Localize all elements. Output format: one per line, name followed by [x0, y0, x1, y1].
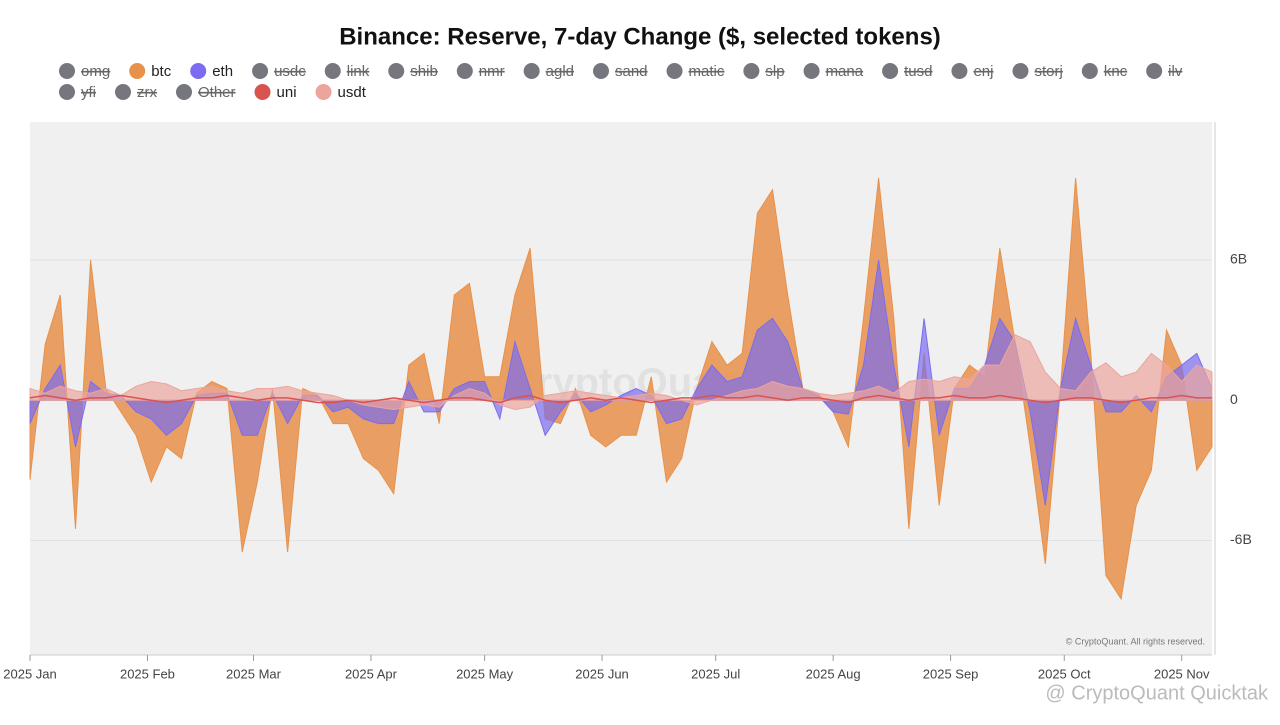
legend-marker	[59, 84, 75, 100]
legend-label: ilv	[1168, 63, 1183, 80]
x-tick-label: 2025 Mar	[226, 666, 282, 681]
legend-item[interactable]: tusd	[882, 63, 933, 80]
legend-item[interactable]: btc	[129, 63, 172, 80]
legend-marker	[743, 63, 760, 79]
axis-layer: -6B 0 6B 2025 Jan 2025 Feb 2025 Mar 2025 Apr 20…	[3, 122, 1252, 681]
legend-label: sand	[615, 63, 648, 80]
legend-label: usdt	[338, 84, 367, 101]
legend-label: agld	[546, 63, 574, 80]
y-tick-label: 6B	[1230, 251, 1247, 267]
y-tick-label: 0	[1230, 391, 1238, 407]
series-area	[29, 334, 1213, 411]
legend-label: shib	[410, 63, 438, 80]
legend-item[interactable]: mana	[803, 63, 864, 80]
legend-label: uni	[277, 84, 297, 101]
legend-label: enj	[973, 63, 993, 80]
legend-label: yfi	[81, 84, 96, 101]
legend-marker	[593, 63, 609, 79]
legend-item[interactable]: link	[324, 63, 370, 80]
legend-marker	[666, 63, 683, 79]
legend-marker	[1012, 63, 1029, 79]
footer: @ CryptoQuant Quicktak	[1045, 682, 1269, 704]
legend-item[interactable]: storj	[1012, 63, 1063, 80]
x-tick-label: 2025 Jul	[691, 666, 740, 681]
legend-label: slp	[765, 63, 784, 80]
x-tick-label: 2025 Sep	[923, 666, 979, 681]
legend-item[interactable]: ilv	[1146, 63, 1183, 80]
legend-label: knc	[1104, 63, 1128, 80]
legend-item[interactable]: matic	[666, 63, 725, 80]
legend-marker	[456, 63, 473, 79]
legend-label: eth	[212, 63, 233, 80]
legend-item[interactable]: usdc	[252, 63, 306, 80]
legend-marker	[315, 84, 332, 100]
legend-marker	[190, 63, 207, 79]
legend-marker	[803, 63, 820, 79]
legend: omg btc eth usdc link shib nmr agld sand matic slp…	[59, 63, 1183, 101]
legend-label: matic	[689, 63, 725, 80]
legend-item[interactable]: nmr	[456, 63, 505, 80]
legend-label: link	[347, 63, 370, 80]
legend-label: tusd	[904, 63, 932, 80]
chart-title: Binance: Reserve, 7-day Change ($, selec…	[339, 23, 941, 50]
legend-item[interactable]: yfi	[59, 84, 96, 101]
y-tick-label: -6B	[1230, 531, 1252, 547]
legend-marker	[523, 63, 540, 79]
legend-marker	[252, 63, 269, 79]
legend-item[interactable]: agld	[523, 63, 574, 80]
x-tick-label: 2025 Feb	[120, 666, 175, 681]
legend-marker	[129, 63, 146, 79]
legend-item[interactable]: eth	[190, 63, 233, 80]
legend-label: nmr	[479, 63, 505, 80]
legend-label: btc	[151, 63, 172, 80]
legend-marker	[388, 63, 405, 79]
legend-marker	[951, 63, 968, 79]
legend-label: storj	[1034, 63, 1062, 80]
x-tick-label: 2025 May	[456, 666, 514, 681]
legend-item[interactable]: sand	[593, 63, 648, 80]
legend-marker	[254, 84, 271, 100]
legend-marker	[176, 84, 192, 100]
area-layer	[29, 178, 1213, 601]
legend-marker	[59, 63, 75, 79]
legend-label: zrx	[137, 84, 157, 101]
series-line	[29, 394, 1212, 404]
legend-marker	[1081, 63, 1098, 79]
legend-marker	[115, 84, 131, 100]
legend-marker	[1146, 63, 1163, 79]
legend-item[interactable]: usdt	[315, 84, 367, 101]
x-tick-label: 2025 Jun	[575, 666, 629, 681]
legend-label: usdc	[274, 63, 306, 80]
legend-item[interactable]: Other	[176, 84, 236, 101]
legend-item[interactable]: uni	[254, 84, 297, 101]
legend-item[interactable]: shib	[388, 63, 438, 80]
legend-label: Other	[198, 84, 236, 101]
x-tick-label: 2025 Jan	[3, 666, 57, 681]
legend-item[interactable]: enj	[951, 63, 994, 80]
legend-item[interactable]: zrx	[115, 84, 157, 101]
credit: © CryptoQuant. All rights reserved.	[1066, 636, 1205, 646]
x-tick-label: 2025 Oct	[1038, 666, 1091, 681]
legend-marker	[882, 63, 899, 79]
legend-label: omg	[81, 63, 110, 80]
legend-marker	[324, 63, 341, 79]
x-tick-label: 2025 Aug	[806, 666, 861, 681]
legend-item[interactable]: slp	[743, 63, 785, 80]
legend-item[interactable]: omg	[59, 63, 111, 80]
x-tick-label: 2025 Nov	[1154, 666, 1210, 681]
legend-label: mana	[826, 63, 864, 80]
legend-item[interactable]: knc	[1081, 63, 1128, 80]
x-tick-label: 2025 Apr	[345, 666, 398, 681]
